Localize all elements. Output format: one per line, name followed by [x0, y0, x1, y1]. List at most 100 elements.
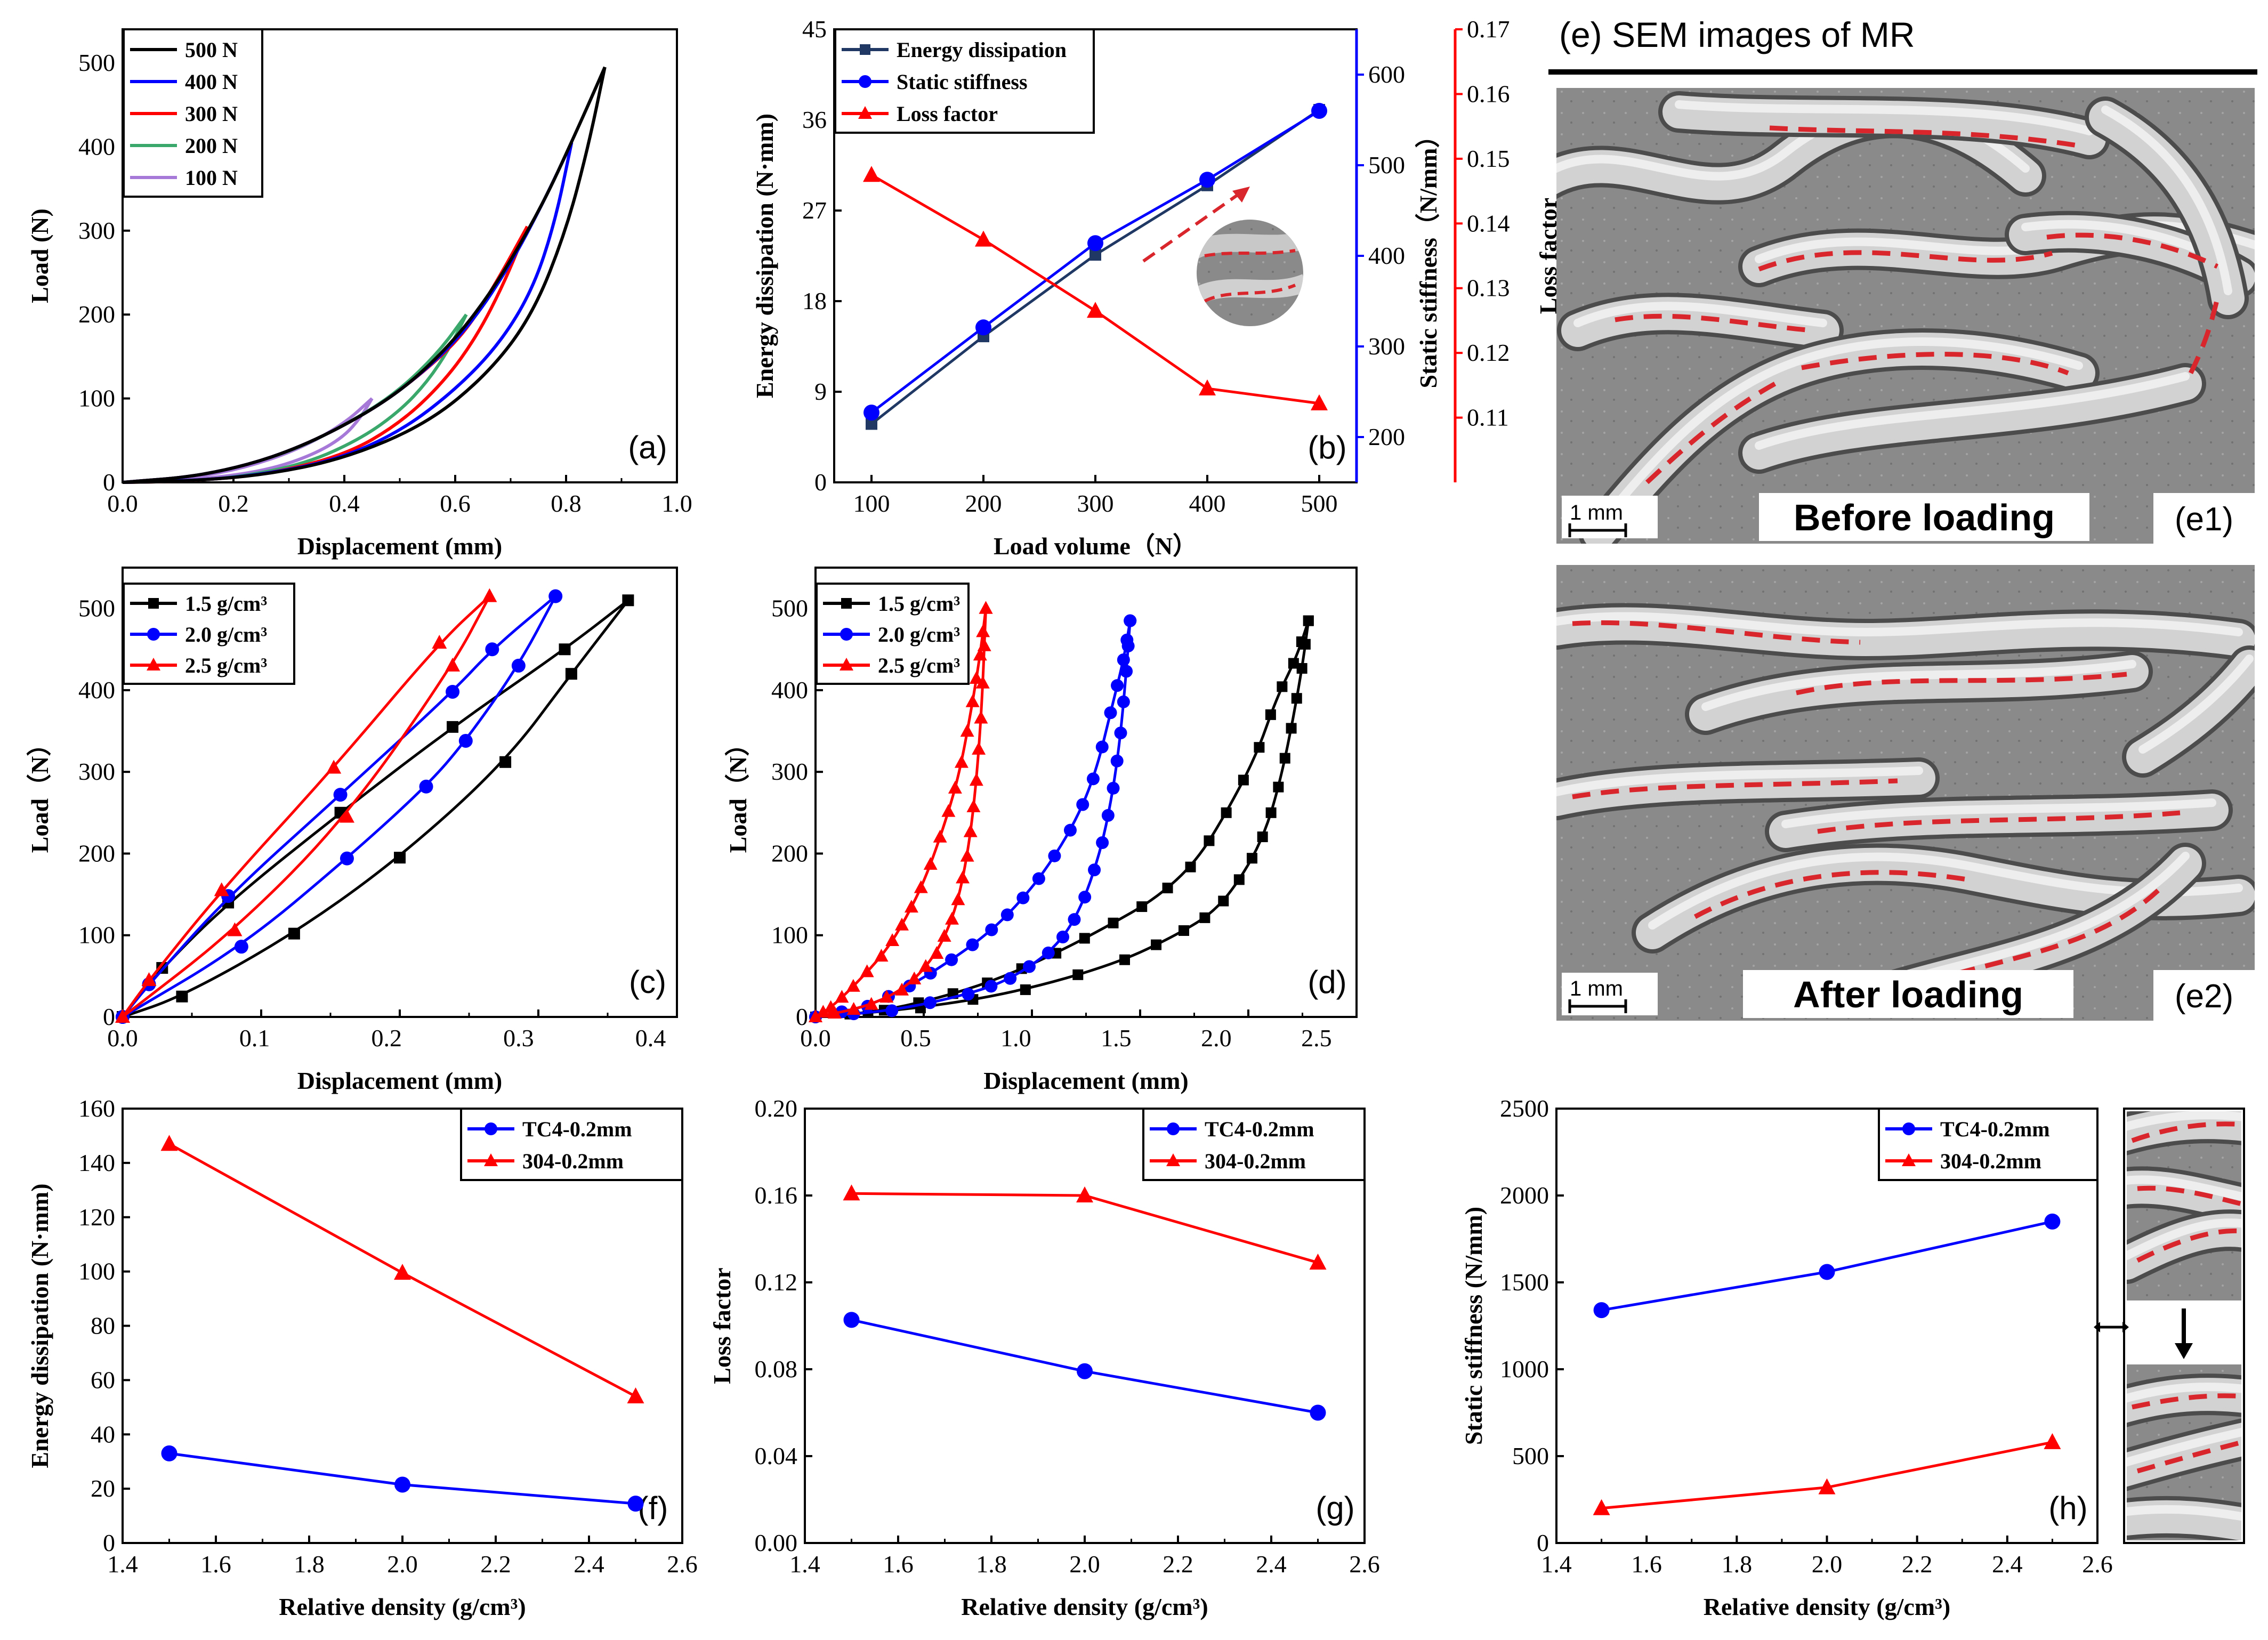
data-point: [963, 824, 978, 837]
legend-label: 2.5 g/cm³: [185, 653, 267, 677]
sem-fiber: [2127, 1423, 2241, 1487]
x-tick-label: 1.8: [1722, 1550, 1753, 1578]
data-point: [394, 1476, 410, 1493]
legend-label: TC4-0.2mm: [522, 1117, 632, 1141]
data-point: [976, 624, 990, 637]
series-line-unload: [122, 225, 529, 484]
x-tick-label: 1.4: [1541, 1550, 1572, 1578]
data-point: [945, 911, 959, 925]
data-point: [627, 1496, 644, 1512]
legend-label: 400 N: [185, 70, 238, 94]
x-tick-label: 1.8: [294, 1550, 325, 1578]
data-point: [1079, 933, 1090, 944]
y-axis-label: Loss factor: [708, 1267, 736, 1384]
data-point: [985, 923, 998, 936]
sem-dashed-trace: [1572, 778, 1898, 799]
data-point: [975, 675, 990, 689]
sem-fiber-highlight: [2138, 655, 2254, 754]
data-point: [1087, 235, 1103, 252]
data-point: [627, 1387, 644, 1403]
data-point: [969, 671, 983, 684]
data-point: [446, 684, 460, 699]
data-point: [954, 755, 968, 768]
y-tick-label: 300: [78, 758, 115, 785]
y-axis-label: Load (N): [26, 208, 53, 303]
chart-g: 1.4 1.6 1.8 2.0 2.2 2.4 2.6 0.00 0.04 0.08 0.12 0.1…: [708, 1095, 1380, 1620]
sem-title: (e) SEM images of MR: [1559, 15, 1915, 54]
sem-dashed-trace: [1769, 125, 2085, 149]
data-point: [972, 741, 986, 755]
data-point: [895, 982, 909, 996]
y-tick-label: 45: [802, 15, 827, 43]
data-point: [973, 648, 987, 661]
y-tick-label: 100: [771, 922, 808, 949]
data-point: [1279, 753, 1290, 764]
data-point: [1101, 809, 1115, 822]
legend-marker: [860, 44, 870, 55]
data-point: [1257, 831, 1268, 843]
data-point: [984, 980, 998, 993]
data-point: [227, 922, 243, 936]
data-point: [895, 917, 909, 931]
x-tick-label: 500: [1301, 490, 1338, 517]
data-point: [1178, 925, 1189, 936]
y-tick-label: 0.08: [755, 1355, 798, 1383]
x-tick-label: 2.4: [1992, 1550, 2023, 1578]
panel-label: (d): [1307, 964, 1346, 1000]
series-line-load: [122, 595, 491, 1018]
y-tick-label: 160: [78, 1095, 115, 1122]
y-tick-label: 300: [78, 217, 115, 244]
data-point: [1151, 939, 1162, 950]
series-line-load: [815, 620, 1310, 1019]
series-line: [851, 1192, 1319, 1264]
data-point: [1096, 836, 1109, 850]
data-point: [1095, 740, 1109, 754]
data-point: [974, 710, 988, 724]
series-line-unload: [122, 67, 607, 484]
x-tick-label: 0.4: [635, 1024, 666, 1052]
sem-panel: (e) SEM images of MR Before loading 1 mm…: [1548, 15, 2257, 1021]
y-right2-tick-label: 0.16: [1467, 80, 1510, 107]
y-tick-label: 400: [78, 133, 115, 160]
x-tick-label: 2.2: [1902, 1550, 1933, 1578]
legend-marker: [148, 598, 159, 609]
legend-label: 304-0.2mm: [522, 1149, 624, 1173]
data-point: [2044, 1213, 2061, 1230]
data-point: [966, 938, 979, 951]
data-point: [816, 1005, 830, 1018]
y-tick-label: 100: [78, 385, 115, 412]
data-point: [1110, 754, 1124, 768]
x-tick-label: 2.6: [2082, 1550, 2113, 1578]
x-tick-label: 1.0: [1000, 1024, 1031, 1052]
data-point: [394, 1264, 411, 1280]
data-point: [340, 851, 354, 866]
data-point: [969, 773, 983, 786]
x-tick-label: 1.4: [107, 1550, 138, 1578]
y-tick-label: 120: [78, 1203, 115, 1231]
series-line-unload: [122, 313, 468, 484]
x-axis-label: Load volume（N）: [994, 532, 1197, 560]
data-point: [445, 657, 461, 672]
x-tick-label: 0.1: [239, 1024, 270, 1052]
y-tick-label: 200: [771, 839, 808, 867]
data-point: [975, 230, 992, 247]
series-line-load: [122, 66, 607, 484]
x-tick-label: 2.4: [1256, 1550, 1287, 1578]
y-tick-label: 9: [814, 378, 827, 405]
x-tick-label: 2.0: [1069, 1550, 1100, 1578]
legend-label: TC4-0.2mm: [1205, 1117, 1314, 1141]
legend-marker: [1902, 1153, 1916, 1166]
data-point: [1111, 679, 1124, 692]
legend-marker: [1902, 1122, 1915, 1135]
data-point: [1819, 1264, 1835, 1280]
legend-marker: [859, 75, 871, 88]
data-point: [1032, 872, 1045, 885]
data-point: [1120, 633, 1134, 647]
data-point: [864, 997, 878, 1010]
sem-dashed-trace: [2136, 1440, 2241, 1474]
data-point: [843, 1184, 860, 1201]
sem-fiber-highlight: [2127, 1383, 2241, 1403]
legend-label: 2.0 g/cm³: [878, 623, 960, 647]
data-point: [1117, 695, 1130, 708]
